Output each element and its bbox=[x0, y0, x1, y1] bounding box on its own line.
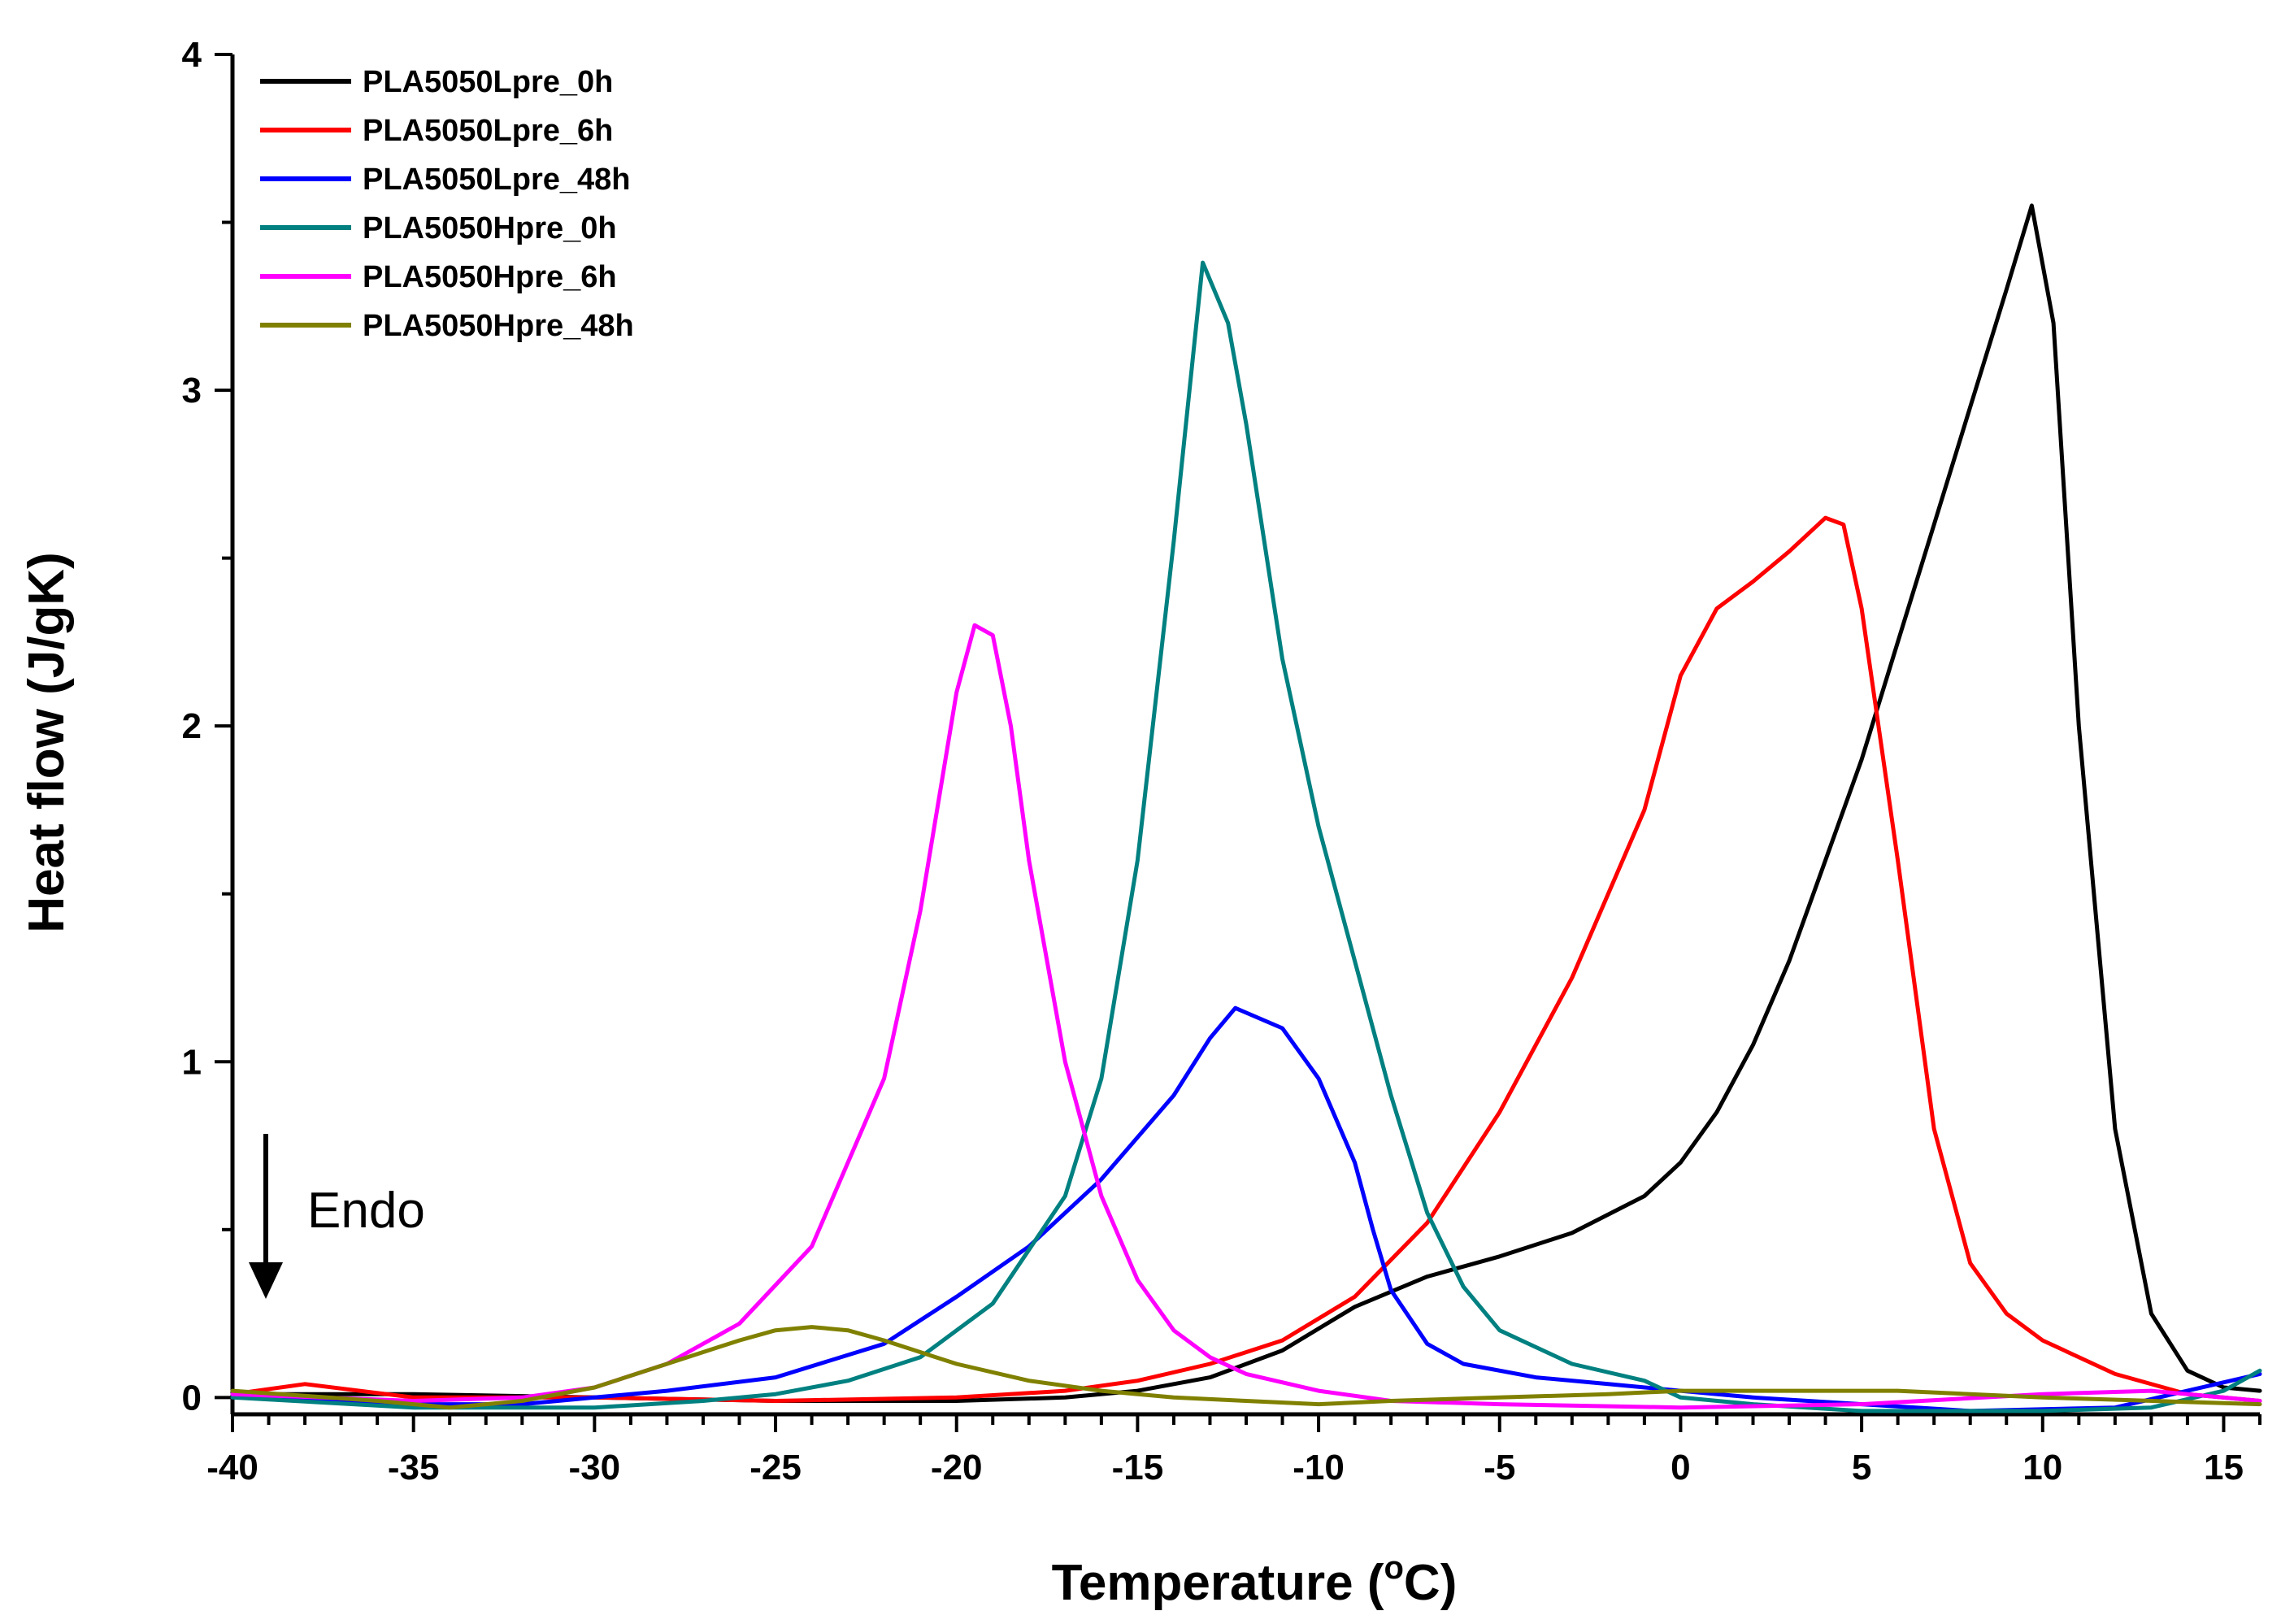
x-tick-label: -15 bbox=[1112, 1448, 1164, 1487]
series-line-PLA5050Lpre_6h bbox=[230, 515, 2262, 1403]
series-line-PLA5050Hpre_48h bbox=[230, 1325, 2262, 1410]
x-tick-label: -35 bbox=[388, 1448, 440, 1487]
x-tick-label: -40 bbox=[206, 1448, 259, 1487]
x-tick-label: -25 bbox=[749, 1448, 802, 1487]
y-tick-label: 0 bbox=[182, 1378, 202, 1418]
series-line-PLA5050Lpre_0h bbox=[230, 203, 2262, 1403]
legend-label: PLA5050Lpre_48h bbox=[363, 163, 631, 197]
y-tick-label: 3 bbox=[182, 371, 202, 410]
x-tick-label: 0 bbox=[1671, 1448, 1690, 1487]
x-tick-label: -5 bbox=[1484, 1448, 1515, 1487]
x-tick-label: 15 bbox=[2204, 1448, 2244, 1487]
x-axis-title: Temperature (oC) bbox=[1052, 1550, 1458, 1611]
y-tick-label: 4 bbox=[182, 35, 202, 75]
legend-label: PLA5050Lpre_6h bbox=[363, 114, 613, 148]
legend-label: PLA5050Hpre_48h bbox=[363, 309, 634, 343]
series-line-PLA5050Hpre_6h bbox=[230, 623, 2262, 1410]
y-tick-label: 1 bbox=[182, 1042, 202, 1082]
series-line-PLA5050Lpre_48h bbox=[230, 1005, 2262, 1413]
endo-annotation: Endo bbox=[307, 1183, 425, 1239]
legend-label: PLA5050Lpre_0h bbox=[363, 65, 613, 99]
series-line-PLA5050Hpre_0h bbox=[230, 260, 2262, 1413]
x-tick-label: -30 bbox=[569, 1448, 621, 1487]
x-tick-label: -20 bbox=[931, 1448, 983, 1487]
x-tick-label: -10 bbox=[1293, 1448, 1345, 1487]
x-tick-label: 10 bbox=[2022, 1448, 2062, 1487]
y-axis-title: Heat flow (J/gK) bbox=[19, 552, 75, 932]
x-tick-label: 5 bbox=[1852, 1448, 1871, 1487]
legend-label: PLA5050Hpre_0h bbox=[363, 211, 617, 245]
legend-label: PLA5050Hpre_6h bbox=[363, 260, 617, 294]
endo-arrow-icon bbox=[249, 1262, 283, 1299]
y-tick-label: 2 bbox=[182, 706, 202, 746]
